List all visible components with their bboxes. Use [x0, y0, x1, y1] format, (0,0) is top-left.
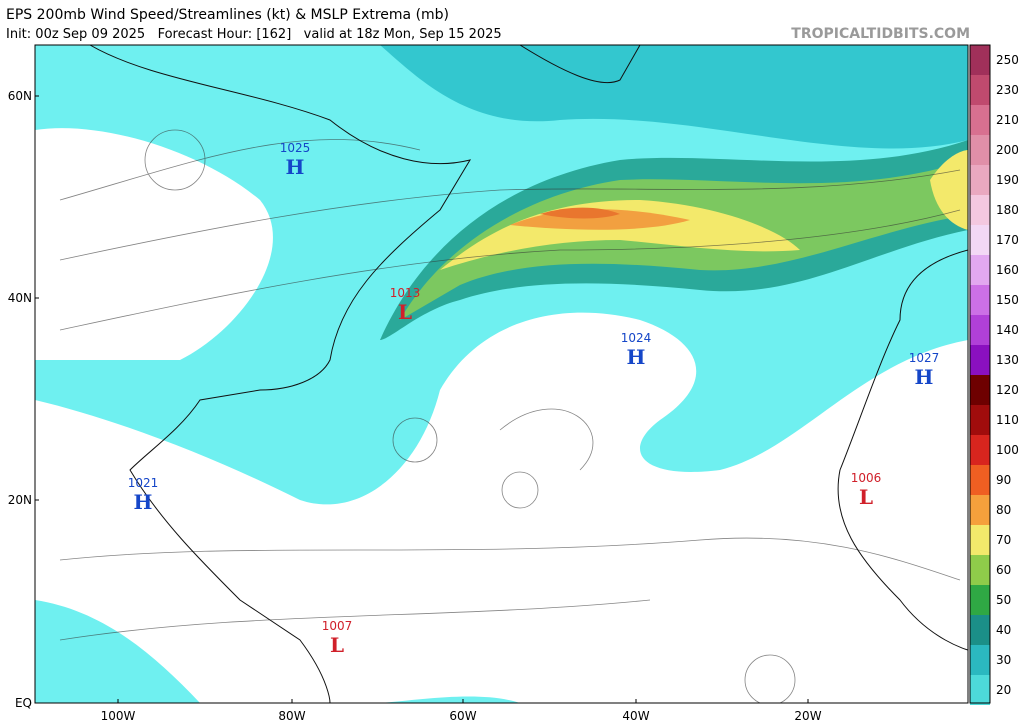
- colorbar-label: 40: [996, 623, 1011, 637]
- pressure-symbol: L: [330, 633, 344, 657]
- lat-label: EQ: [15, 696, 32, 710]
- colorbar-segment: [970, 345, 990, 375]
- colorbar-segment: [970, 105, 990, 135]
- colorbar-segment: [970, 495, 990, 525]
- pressure-symbol: H: [915, 365, 934, 389]
- lon-label: 60W: [449, 709, 476, 723]
- pressure-symbol: L: [398, 300, 412, 324]
- colorbar-segment: [970, 555, 990, 585]
- pressure-symbol: H: [134, 490, 153, 514]
- colorbar-label: 140: [996, 323, 1019, 337]
- pressure-label: 1021: [128, 476, 159, 490]
- pressure-label: 1025: [280, 141, 311, 155]
- colorbar-segment: [970, 225, 990, 255]
- colorbar-label: 150: [996, 293, 1019, 307]
- lon-label: 20W: [794, 709, 821, 723]
- colorbar-label: 230: [996, 83, 1019, 97]
- colorbar-segment: [970, 525, 990, 555]
- colorbar-label: 120: [996, 383, 1019, 397]
- colorbar-label: 190: [996, 173, 1019, 187]
- pressure-label: 1027: [909, 351, 940, 365]
- colorbar-label: 170: [996, 233, 1019, 247]
- map-frame: [34, 44, 969, 704]
- lon-label: 80W: [278, 709, 305, 723]
- colorbar-segment: [970, 465, 990, 495]
- pressure-label: 1013: [390, 286, 421, 300]
- lon-label: 40W: [622, 709, 649, 723]
- credit: TROPICALTIDBITS.COM: [791, 26, 970, 42]
- colorbar-segment: [970, 255, 990, 285]
- title: EPS 200mb Wind Speed/Streamlines (kt) & …: [6, 7, 449, 23]
- colorbar-frame: [969, 44, 991, 704]
- colorbar-label: 160: [996, 263, 1019, 277]
- colorbar-label: 210: [996, 113, 1019, 127]
- pressure-symbol: H: [286, 155, 305, 179]
- colorbar-segment: [970, 615, 990, 645]
- colorbar-segment: [970, 435, 990, 465]
- colorbar-segment: [970, 45, 990, 75]
- pressure-label: 1007: [322, 619, 353, 633]
- colorbar-segment: [970, 405, 990, 435]
- pressure-label: 1024: [621, 331, 652, 345]
- colorbar-label: 100: [996, 443, 1019, 457]
- colorbar-segment: [970, 585, 990, 615]
- colorbar-segment: [970, 375, 990, 405]
- lat-label: 60N: [8, 89, 32, 103]
- colorbar-label: 90: [996, 473, 1011, 487]
- colorbar-segment: [970, 675, 990, 705]
- colorbar-segment: [970, 285, 990, 315]
- colorbar-label: 50: [996, 593, 1011, 607]
- colorbar-label: 110: [996, 413, 1019, 427]
- colorbar-label: 20: [996, 683, 1011, 697]
- lon-label: 100W: [101, 709, 136, 723]
- colorbar-label: 30: [996, 653, 1011, 667]
- colorbar-label: 60: [996, 563, 1011, 577]
- colorbar-segment: [970, 195, 990, 225]
- colorbar-label: 200: [996, 143, 1019, 157]
- pressure-symbol: H: [627, 345, 646, 369]
- colorbar-segment: [970, 135, 990, 165]
- colorbar-segment: [970, 165, 990, 195]
- pressure-symbol: L: [859, 485, 873, 509]
- colorbar-segment: [970, 315, 990, 345]
- subtitle: Init: 00z Sep 09 2025 Forecast Hour: [16…: [6, 27, 502, 42]
- map: [35, 45, 968, 703]
- lat-label: 40N: [8, 291, 32, 305]
- colorbar-label: 70: [996, 533, 1011, 547]
- pressure-label: 1006: [851, 471, 882, 485]
- lat-label: 20N: [8, 493, 32, 507]
- colorbar-segment: [970, 645, 990, 675]
- colorbar-label: 180: [996, 203, 1019, 217]
- colorbar-label: 250: [996, 53, 1019, 67]
- colorbar-label: 130: [996, 353, 1019, 367]
- colorbar-label: 80: [996, 503, 1011, 517]
- colorbar-segment: [970, 75, 990, 105]
